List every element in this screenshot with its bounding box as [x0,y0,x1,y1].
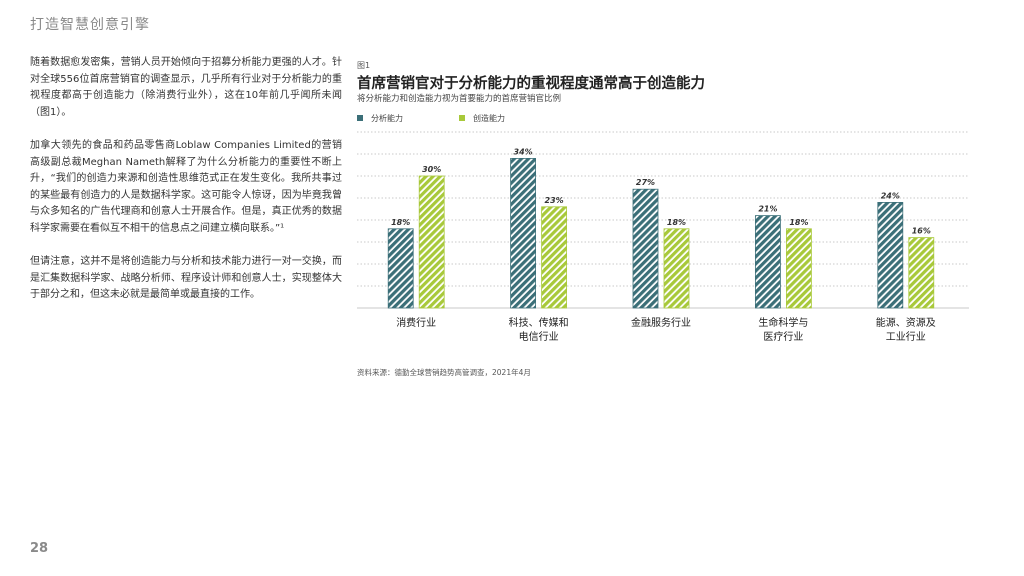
paragraph-2: 加拿大领先的食品和药品零售商Loblaw Companies Limited的营… [30,140,342,234]
legend-swatch-analytic [357,115,363,121]
data-label: 34% [514,147,533,156]
data-label: 16% [912,227,931,236]
figure-label: 图1 [357,61,371,70]
data-label: 27% [636,178,655,187]
data-label: 21% [758,205,777,214]
category-label: 能源、资源及工业行业 [876,316,936,343]
paragraph-1: 随着数据愈发密集，营销人员开始倾向于招募分析能力更强的人才。针对全球556位首席… [30,57,342,118]
data-label: 24% [881,191,900,200]
chart-title: 首席营销官对于分析能力的重视程度通常高于创造能力 [357,76,705,92]
legend-label-analytic: 分析能力 [371,114,403,123]
bar-analytic [387,228,414,309]
category-label: 金融服务行业 [631,316,691,329]
chart-source: 资料来源：德勤全球营销趋势高管调查，2021年4月 [357,368,531,377]
bar-analytic [754,215,781,309]
chart-subtitle: 将分析能力和创造能力视为首要能力的首席营销官比例 [357,94,562,104]
bar-analytic [510,157,537,309]
bar-analytic [632,188,659,309]
header-title: 打造智慧创意引擎 [30,17,150,33]
data-label: 30% [422,165,441,174]
category-label: 科技、传媒和电信行业 [509,316,569,343]
bar-creative [418,175,445,309]
paragraph-3: 但请注意，这并不是将创造能力与分析和技术能力进行一对一交换，而是汇集数据科学家、… [30,256,342,300]
legend-item-analytic: 分析能力 [357,113,403,124]
data-label: 18% [789,218,808,227]
bar-creative [785,228,812,309]
bar-analytic [877,202,904,309]
legend-item-creative: 创造能力 [459,113,505,124]
legend-label-creative: 创造能力 [473,114,505,123]
legend-swatch-creative [459,115,465,121]
data-label: 23% [545,196,564,205]
bar-creative [663,228,690,309]
bar-chart: 18% 30% 消费行业 34% 23% 科技、传媒和电信行业 27% 18% 金融服务行业 21… [357,131,969,343]
category-label: 消费行业 [396,316,436,329]
category-label: 生命科学与医疗行业 [758,316,808,343]
page-number: 28 [30,541,49,556]
bar-creative [908,237,935,309]
data-label: 18% [667,218,686,227]
body-text: 随着数据愈发密集，营销人员开始倾向于招募分析能力更强的人才。针对全球556位首席… [30,55,342,321]
data-label: 18% [391,218,410,227]
bar-creative [541,206,568,309]
